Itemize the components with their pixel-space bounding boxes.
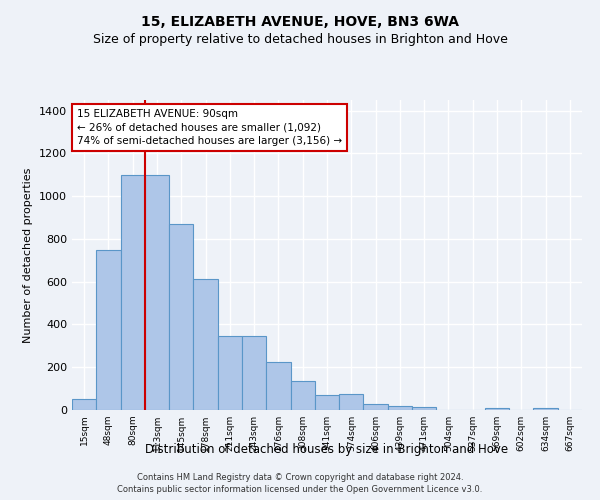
Bar bbox=[412, 407, 436, 410]
Bar bbox=[242, 336, 266, 410]
Text: 15 ELIZABETH AVENUE: 90sqm
← 26% of detached houses are smaller (1,092)
74% of s: 15 ELIZABETH AVENUE: 90sqm ← 26% of deta… bbox=[77, 110, 342, 146]
Bar bbox=[533, 408, 558, 410]
Bar bbox=[266, 362, 290, 410]
Bar bbox=[485, 408, 509, 410]
Bar bbox=[339, 394, 364, 410]
Bar bbox=[96, 250, 121, 410]
Text: 15, ELIZABETH AVENUE, HOVE, BN3 6WA: 15, ELIZABETH AVENUE, HOVE, BN3 6WA bbox=[141, 15, 459, 29]
Bar bbox=[315, 395, 339, 410]
Bar bbox=[364, 404, 388, 410]
Y-axis label: Number of detached properties: Number of detached properties bbox=[23, 168, 34, 342]
Text: Size of property relative to detached houses in Brighton and Hove: Size of property relative to detached ho… bbox=[92, 32, 508, 46]
Bar bbox=[218, 336, 242, 410]
Bar bbox=[388, 406, 412, 410]
Bar bbox=[145, 175, 169, 410]
Bar bbox=[290, 381, 315, 410]
Text: Contains public sector information licensed under the Open Government Licence v3: Contains public sector information licen… bbox=[118, 486, 482, 494]
Bar bbox=[121, 175, 145, 410]
Text: Contains HM Land Registry data © Crown copyright and database right 2024.: Contains HM Land Registry data © Crown c… bbox=[137, 473, 463, 482]
Bar bbox=[72, 400, 96, 410]
Bar bbox=[193, 278, 218, 410]
Bar bbox=[169, 224, 193, 410]
Text: Distribution of detached houses by size in Brighton and Hove: Distribution of detached houses by size … bbox=[145, 444, 509, 456]
